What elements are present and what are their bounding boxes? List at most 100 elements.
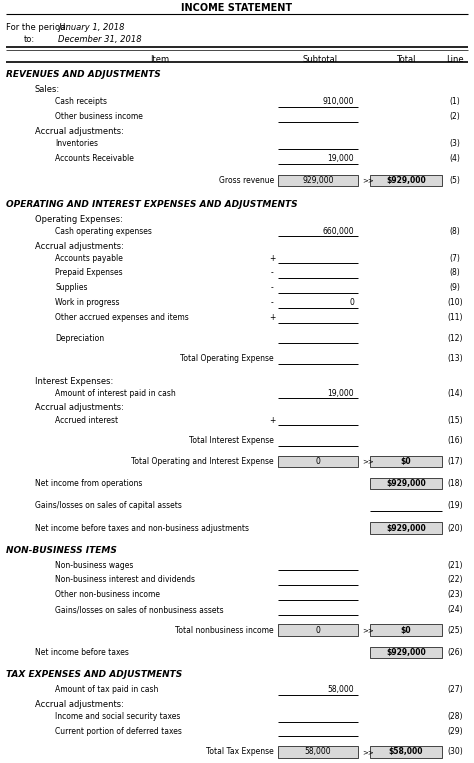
Text: Prepaid Expenses: Prepaid Expenses	[55, 269, 123, 278]
Text: Line: Line	[446, 56, 464, 64]
Bar	[278, 746, 358, 758]
Bar	[370, 746, 442, 758]
Bar	[278, 624, 358, 636]
Text: (23): (23)	[447, 591, 463, 599]
Text: (21): (21)	[447, 561, 463, 570]
Text: Work in progress: Work in progress	[55, 298, 119, 307]
Text: >>: >>	[362, 749, 374, 755]
Bar	[370, 523, 442, 534]
Text: $929,000: $929,000	[386, 523, 426, 533]
Text: Inventories: Inventories	[55, 139, 98, 148]
Text: (4): (4)	[449, 154, 460, 163]
Text: -: -	[271, 283, 273, 292]
Text: (12): (12)	[447, 333, 463, 343]
Text: (2): (2)	[450, 112, 460, 121]
Text: Total Interest Expense: Total Interest Expense	[189, 436, 274, 446]
Text: 58,000: 58,000	[328, 685, 354, 694]
Text: Net income before taxes: Net income before taxes	[35, 648, 129, 657]
Bar	[370, 478, 442, 490]
Text: (1): (1)	[450, 98, 460, 106]
Text: Subtotal: Subtotal	[302, 56, 337, 64]
Text: Amount of tax paid in cash: Amount of tax paid in cash	[55, 685, 158, 694]
Text: Cash receipts: Cash receipts	[55, 98, 107, 106]
Bar	[370, 175, 442, 186]
Text: Accrual adjustments:: Accrual adjustments:	[35, 242, 124, 250]
Text: Net income before taxes and non-business adjustments: Net income before taxes and non-business…	[35, 523, 249, 533]
Text: -: -	[271, 298, 273, 307]
Text: (30): (30)	[447, 748, 463, 756]
Text: Sales:: Sales:	[35, 85, 60, 95]
Text: $58,000: $58,000	[389, 748, 423, 756]
Text: Accrued interest: Accrued interest	[55, 416, 118, 424]
Text: REVENUES AND ADJUSTMENTS: REVENUES AND ADJUSTMENTS	[6, 70, 161, 79]
Text: $0: $0	[401, 457, 411, 466]
Text: Non-business interest and dividends: Non-business interest and dividends	[55, 575, 195, 584]
Text: (11): (11)	[447, 313, 463, 322]
Text: January 1, 2018: January 1, 2018	[58, 23, 125, 32]
Text: (28): (28)	[447, 712, 463, 721]
Text: Income and social security taxes: Income and social security taxes	[55, 712, 181, 721]
Text: (10): (10)	[447, 298, 463, 307]
Text: Total Operating and Interest Expense: Total Operating and Interest Expense	[131, 457, 274, 466]
Text: Gross revenue: Gross revenue	[219, 176, 274, 185]
Text: Other non-business income: Other non-business income	[55, 591, 160, 599]
Bar	[370, 624, 442, 636]
Text: Total: Total	[396, 56, 416, 64]
Text: (7): (7)	[449, 253, 460, 262]
Text: (26): (26)	[447, 648, 463, 657]
Text: -: -	[271, 269, 273, 278]
Text: Gains/losses on sales of nonbusiness assets: Gains/losses on sales of nonbusiness ass…	[55, 605, 224, 614]
Text: $929,000: $929,000	[386, 176, 426, 185]
Text: For the period:: For the period:	[6, 23, 68, 32]
Text: (9): (9)	[449, 283, 460, 292]
Text: $929,000: $929,000	[386, 648, 426, 657]
Text: +: +	[269, 313, 275, 322]
Text: +: +	[269, 253, 275, 262]
Text: Total Operating Expense: Total Operating Expense	[181, 354, 274, 363]
Text: Interest Expenses:: Interest Expenses:	[35, 376, 113, 385]
Text: Accrual adjustments:: Accrual adjustments:	[35, 127, 124, 136]
Text: (24): (24)	[447, 605, 463, 614]
Text: (13): (13)	[447, 354, 463, 363]
Text: (19): (19)	[447, 501, 463, 510]
Text: TAX EXPENSES AND ADJUSTMENTS: TAX EXPENSES AND ADJUSTMENTS	[6, 670, 182, 679]
Text: (5): (5)	[449, 176, 460, 185]
Text: (29): (29)	[447, 726, 463, 736]
Text: Gains/losses on sales of capital assets: Gains/losses on sales of capital assets	[35, 501, 182, 510]
Text: December 31, 2018: December 31, 2018	[58, 34, 142, 43]
Text: Total nonbusiness income: Total nonbusiness income	[175, 626, 274, 635]
Text: 0: 0	[316, 457, 320, 466]
Text: Total Tax Expense: Total Tax Expense	[206, 748, 274, 756]
Text: (15): (15)	[447, 416, 463, 424]
Text: (16): (16)	[447, 436, 463, 446]
Text: 929,000: 929,000	[302, 176, 334, 185]
Text: NON-BUSINESS ITEMS: NON-BUSINESS ITEMS	[6, 546, 117, 555]
Text: (3): (3)	[449, 139, 460, 148]
Text: 910,000: 910,000	[322, 98, 354, 106]
Text: Accrual adjustments:: Accrual adjustments:	[35, 700, 124, 709]
Text: 0: 0	[349, 298, 354, 307]
Text: (8): (8)	[450, 269, 460, 278]
Text: (8): (8)	[450, 227, 460, 236]
Text: Non-business wages: Non-business wages	[55, 561, 133, 570]
Bar	[278, 456, 358, 467]
Text: Net income from operations: Net income from operations	[35, 479, 142, 488]
Text: Accounts Receivable: Accounts Receivable	[55, 154, 134, 163]
Text: Amount of interest paid in cash: Amount of interest paid in cash	[55, 388, 176, 398]
Bar	[370, 647, 442, 658]
Text: Current portion of deferred taxes: Current portion of deferred taxes	[55, 726, 182, 736]
Text: (27): (27)	[447, 685, 463, 694]
Text: >>: >>	[362, 178, 374, 184]
Text: (22): (22)	[447, 575, 463, 584]
Text: +: +	[269, 416, 275, 424]
Text: OPERATING AND INTEREST EXPENSES AND ADJUSTMENTS: OPERATING AND INTEREST EXPENSES AND ADJU…	[6, 200, 298, 209]
Text: $0: $0	[401, 626, 411, 635]
Text: (25): (25)	[447, 626, 463, 635]
Text: Supplies: Supplies	[55, 283, 88, 292]
Bar	[278, 175, 358, 186]
Text: 660,000: 660,000	[322, 227, 354, 236]
Text: Accrual adjustments:: Accrual adjustments:	[35, 404, 124, 413]
Text: Item: Item	[150, 56, 170, 64]
Text: (20): (20)	[447, 523, 463, 533]
Text: >>: >>	[362, 627, 374, 633]
